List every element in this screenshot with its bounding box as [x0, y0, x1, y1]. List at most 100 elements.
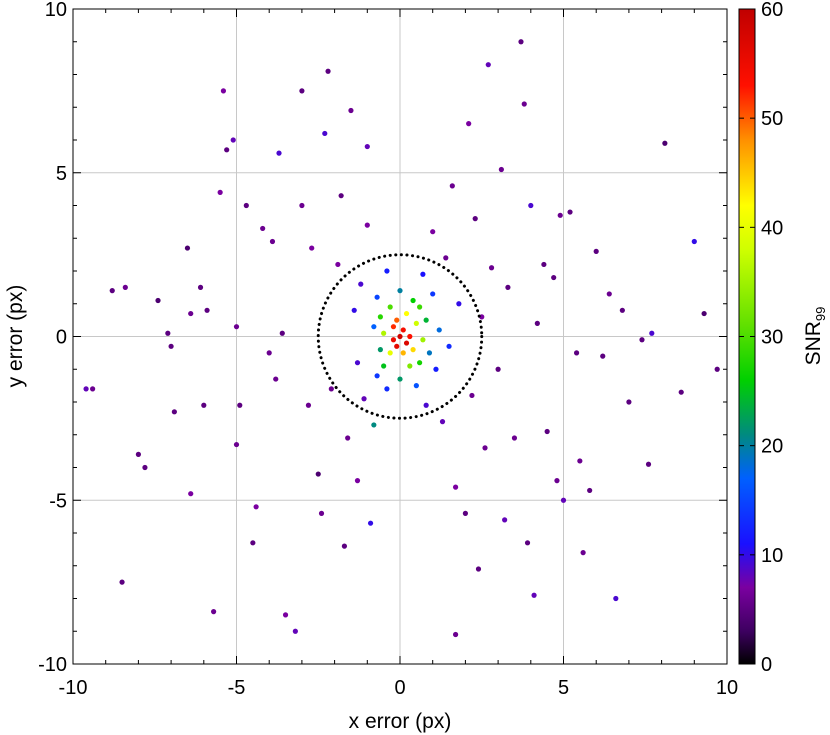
data-point	[171, 409, 177, 415]
data-point	[345, 435, 351, 441]
data-point	[511, 435, 518, 441]
colorbar-tick-label: 0	[761, 654, 772, 676]
data-points	[83, 39, 720, 638]
data-point	[328, 386, 334, 392]
data-point	[119, 579, 125, 585]
data-point	[691, 238, 697, 245]
data-point	[678, 389, 684, 395]
data-point	[237, 402, 243, 408]
data-point	[260, 225, 266, 232]
data-point	[351, 307, 357, 313]
y-tick-label: -10	[38, 654, 67, 676]
data-point	[201, 402, 207, 408]
data-point	[645, 461, 652, 467]
data-point	[233, 441, 240, 448]
colorbar-tick-label: 20	[761, 436, 783, 458]
data-point	[204, 307, 210, 313]
x-axis-label: x error (px)	[349, 710, 452, 733]
data-point	[269, 238, 276, 245]
data-point	[358, 281, 364, 287]
data-point	[619, 307, 625, 313]
data-point	[423, 402, 429, 408]
data-point	[90, 386, 96, 392]
reference-circle	[316, 253, 484, 420]
data-point	[371, 324, 377, 330]
data-point	[315, 471, 321, 477]
data-point	[577, 458, 583, 464]
data-point	[142, 464, 148, 471]
colorbar-tick-label: 30	[761, 327, 783, 349]
data-point	[338, 193, 344, 199]
data-point	[407, 363, 413, 369]
data-point	[544, 428, 550, 435]
data-point	[567, 209, 573, 215]
data-point	[361, 396, 367, 402]
data-point	[407, 333, 413, 340]
data-point	[531, 592, 537, 598]
colorbar-label-subscript: 99	[813, 307, 828, 321]
data-point	[318, 510, 325, 516]
data-point	[211, 609, 217, 615]
data-point	[305, 402, 312, 408]
y-tick-label: 0	[56, 327, 67, 349]
data-point	[394, 343, 400, 349]
data-point	[446, 343, 452, 349]
data-point	[220, 88, 227, 94]
data-point	[430, 291, 436, 297]
data-point	[462, 510, 468, 516]
data-point	[354, 360, 361, 366]
data-point	[403, 310, 410, 317]
data-point	[469, 392, 475, 399]
data-point	[410, 297, 416, 304]
data-point	[387, 350, 393, 356]
data-point	[410, 347, 416, 353]
data-point	[436, 327, 442, 333]
data-point	[322, 130, 328, 137]
data-point	[521, 101, 527, 107]
data-point	[250, 540, 256, 546]
data-point	[354, 478, 361, 484]
data-point	[488, 265, 495, 271]
data-point	[560, 497, 567, 503]
data-point	[390, 337, 397, 343]
data-point	[387, 304, 393, 310]
x-tick-label: -5	[228, 677, 246, 699]
data-point	[165, 330, 171, 336]
data-point	[299, 88, 305, 94]
data-point	[593, 248, 599, 254]
data-point	[243, 202, 249, 209]
data-point	[413, 383, 419, 389]
colorbar-label: SNR99	[802, 307, 828, 366]
data-point	[502, 517, 508, 523]
data-point	[430, 229, 436, 235]
data-point	[551, 274, 557, 281]
data-point	[417, 360, 423, 366]
data-point	[381, 363, 387, 369]
data-point	[600, 353, 606, 359]
data-point	[184, 245, 191, 251]
data-point	[377, 314, 383, 320]
data-point	[335, 261, 341, 268]
data-point	[557, 212, 563, 218]
data-point	[83, 386, 89, 392]
colorbar-ticks: 0 10 20 30 40 50 60	[739, 0, 783, 676]
data-point	[374, 294, 380, 300]
data-point	[197, 284, 204, 290]
colorbar-tick-label: 50	[761, 108, 783, 130]
data-point	[266, 350, 272, 356]
data-point	[472, 216, 478, 222]
data-point	[534, 320, 540, 326]
data-point	[188, 491, 194, 497]
data-point	[371, 422, 377, 428]
data-point	[397, 376, 403, 382]
data-point	[403, 340, 410, 346]
data-point	[122, 284, 128, 290]
data-point	[518, 39, 524, 45]
data-point	[452, 484, 459, 490]
data-point	[433, 366, 439, 372]
data-point	[580, 550, 586, 556]
data-point	[449, 183, 455, 189]
x-tick-label: -10	[59, 677, 88, 699]
data-point	[309, 245, 315, 251]
data-point	[394, 317, 400, 323]
